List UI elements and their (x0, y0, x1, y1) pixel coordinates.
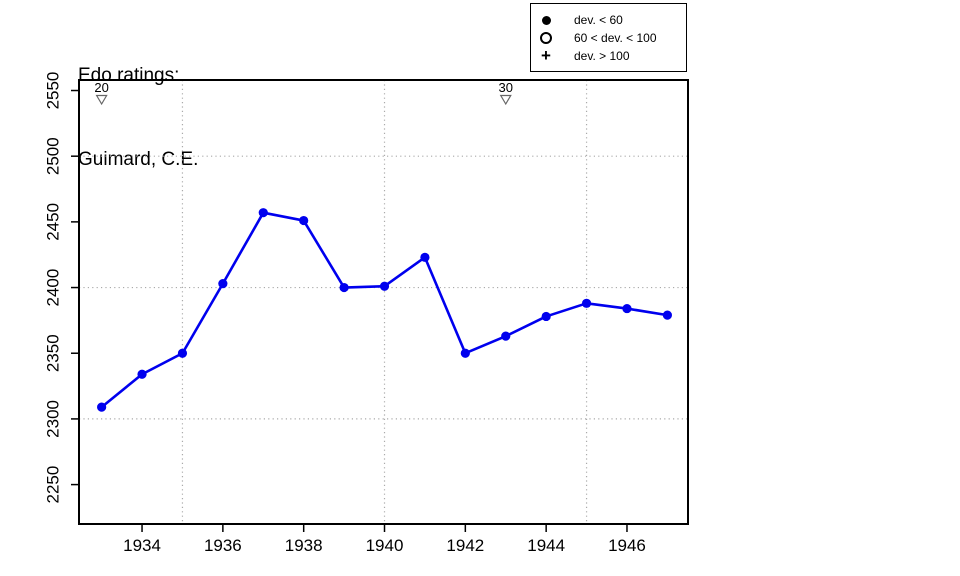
x-axis-tick-label: 1942 (446, 536, 484, 555)
annotation-label: 30 (499, 80, 513, 95)
chart-title-line2: Guimard, C.E. (78, 149, 199, 170)
x-axis-tick-label: 1938 (285, 536, 323, 555)
y-axis-tick-label: 2250 (44, 466, 63, 504)
data-point (541, 311, 551, 322)
data-point (622, 303, 632, 314)
x-axis-tick-label: 1946 (608, 536, 646, 555)
y-axis-tick-label: 2500 (44, 137, 63, 175)
annotation-triangle-down-icon (499, 94, 512, 106)
data-point (379, 281, 390, 291)
data-point (460, 348, 470, 358)
filled-circle-icon (539, 15, 553, 25)
x-axis-tick-label: 1936 (204, 536, 242, 555)
data-point (177, 348, 188, 358)
data-point (218, 279, 228, 289)
data-point (501, 331, 511, 341)
open-circle-icon (539, 32, 553, 44)
plus-icon: + (541, 46, 551, 65)
data-point (299, 215, 309, 226)
annotation-label: 20 (94, 80, 108, 95)
data-point (97, 402, 107, 412)
legend-item-dev-lt-60: dev. < 60 (531, 11, 686, 29)
legend-item-dev-60-100: 60 < dev. < 100 (531, 29, 686, 47)
y-axis-tick-label: 2450 (44, 203, 63, 241)
data-point (339, 282, 349, 293)
x-axis-tick-label: 1944 (527, 536, 565, 555)
legend-label: dev. < 60 (574, 13, 623, 27)
plot-frame (78, 79, 689, 525)
x-axis-tick-label: 1940 (366, 536, 404, 555)
data-point (420, 252, 430, 262)
legend-label: dev. > 100 (574, 49, 630, 63)
legend-label: 60 < dev. < 100 (574, 31, 657, 45)
legend: dev. < 60 60 < dev. < 100 + dev. > 100 (530, 3, 687, 72)
annotation-triangle-down-icon (95, 94, 108, 106)
y-axis-tick-label: 2400 (44, 269, 63, 307)
y-axis-tick-label: 2300 (44, 400, 63, 438)
x-axis-tick-label: 1934 (123, 536, 161, 555)
y-axis-tick-label: 2350 (44, 334, 63, 372)
data-point (581, 298, 592, 308)
data-point (662, 310, 672, 320)
data-point (137, 369, 147, 379)
data-point (258, 208, 268, 218)
legend-item-dev-gt-100: + dev. > 100 (531, 47, 686, 65)
y-axis-tick-label: 2550 (44, 72, 63, 110)
